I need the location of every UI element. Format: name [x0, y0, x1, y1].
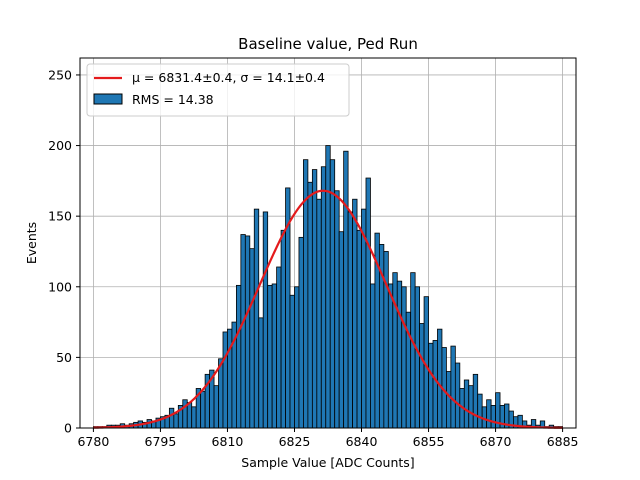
x-tick-label: 6780 [77, 434, 109, 449]
histogram-bar [338, 231, 345, 429]
histogram-bar [387, 283, 394, 429]
histogram-bar [370, 283, 376, 429]
histogram-bar [240, 234, 246, 429]
histogram-bar [271, 283, 278, 429]
histogram-bar [352, 198, 358, 429]
histogram-bar [414, 286, 421, 429]
histogram-bar [294, 286, 300, 429]
histogram-bar [320, 166, 327, 429]
histogram-bar [361, 208, 367, 429]
y-tick-label: 0 [64, 421, 72, 436]
legend-box [86, 63, 350, 117]
histogram-bar [200, 390, 206, 429]
y-axis-ticks: 0 50 100 150 200 250 [48, 67, 80, 436]
histogram-bar [490, 405, 496, 429]
histogram-bar [432, 340, 438, 429]
histogram-bar [298, 236, 304, 429]
histogram-bar [289, 294, 295, 429]
histogram-bar [244, 235, 251, 429]
histogram-bar [280, 229, 286, 429]
y-axis-label: Events [24, 222, 39, 264]
histogram-bar [213, 385, 219, 429]
legend-histogram-label: RMS = 14.38 [132, 92, 214, 107]
histogram-bar [249, 248, 255, 429]
histogram-bar [276, 266, 282, 429]
histogram-bar [262, 211, 269, 429]
histogram-bar [329, 159, 336, 429]
y-tick-label: 250 [48, 67, 72, 82]
histogram-bar [316, 198, 322, 429]
x-tick-label: 6855 [413, 434, 445, 449]
histogram-bar [191, 406, 197, 429]
histogram-bar [428, 342, 434, 429]
histogram-bar [253, 208, 260, 429]
histogram-bar [472, 373, 479, 429]
x-tick-label: 6885 [547, 434, 579, 449]
histogram-bar [325, 145, 331, 429]
histogram-bar [235, 284, 242, 429]
x-tick-label: 6810 [212, 434, 244, 449]
x-axis-ticks: 6780 6795 6810 6825 6840 6855 6870 6885 [77, 428, 579, 449]
histogram-bar [173, 413, 179, 429]
histogram-bar [267, 284, 273, 429]
histogram-bar [356, 229, 362, 429]
histogram-bar [450, 345, 456, 429]
gaussian-fit-curve [93, 189, 563, 429]
histogram-bar [258, 317, 264, 429]
histogram-bar [396, 280, 403, 429]
histogram-bar [419, 323, 425, 429]
y-tick-label: 50 [56, 350, 72, 365]
y-tick-label: 200 [48, 138, 72, 153]
histogram-bar [347, 211, 353, 429]
histogram-bar [222, 331, 228, 429]
legend: μ = 6831.4±0.4, σ = 14.1±0.4 RMS = 14.38 [86, 63, 350, 117]
histogram-bar [168, 407, 175, 429]
histogram-bar [365, 177, 371, 429]
chart-title: Baseline value, Ped Run [238, 35, 418, 53]
histogram-bar [186, 402, 193, 429]
plot-frame [79, 57, 577, 429]
legend-histogram-swatch [93, 93, 123, 105]
histogram-bar [218, 358, 224, 429]
x-tick-label: 6870 [480, 434, 512, 449]
x-tick-label: 6840 [346, 434, 378, 449]
histogram-bar [307, 181, 313, 429]
histogram-bar [343, 150, 349, 429]
histogram-bar [477, 393, 483, 429]
x-tick-label: 6795 [145, 434, 177, 449]
histogram-bar [486, 399, 492, 429]
histogram-bar [437, 328, 443, 429]
histogram-bar [468, 385, 474, 429]
histogram-bar [454, 362, 461, 429]
legend-fit-label: μ = 6831.4±0.4, σ = 14.1±0.4 [132, 70, 325, 85]
histogram-bar [410, 272, 416, 429]
histogram-bar [392, 272, 398, 429]
y-tick-label: 150 [48, 209, 72, 224]
x-axis-label: Sample Value [ADC Counts] [241, 455, 414, 470]
x-tick-label: 6825 [279, 434, 311, 449]
y-tick-label: 100 [48, 279, 72, 294]
histogram-bar [401, 286, 407, 429]
histogram-bar [311, 169, 318, 429]
histogram-bar [463, 379, 470, 429]
histogram-bar [334, 190, 340, 429]
histogram-bar [446, 371, 452, 429]
